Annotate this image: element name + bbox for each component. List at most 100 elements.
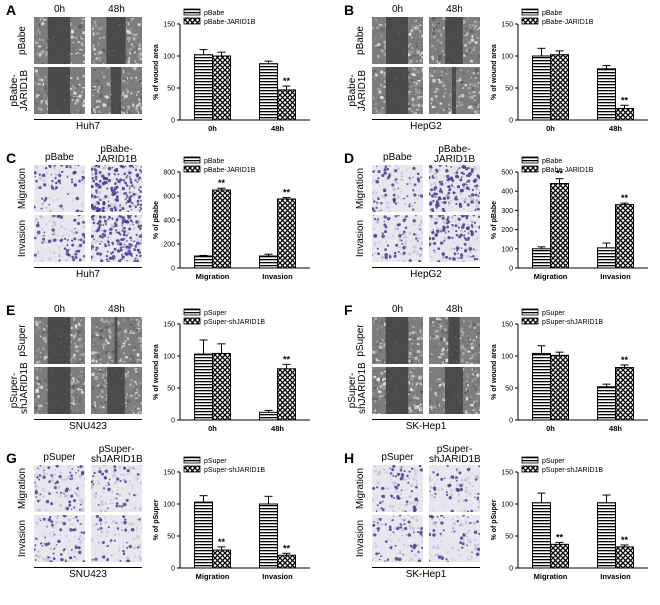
y-tick-label: 0 xyxy=(171,566,175,573)
cell-line-underline xyxy=(34,267,142,268)
bar xyxy=(597,386,616,421)
bar xyxy=(194,255,213,269)
bar xyxy=(212,549,231,569)
cell-line-label: HepG2 xyxy=(410,121,442,132)
y-tick-label: 600 xyxy=(163,194,175,201)
cell-line-label: SNU423 xyxy=(69,569,107,580)
wound-healing-image xyxy=(372,367,423,414)
bar xyxy=(550,183,569,269)
legend-label: pBabe-JARID1B xyxy=(542,19,594,26)
wound-healing-image xyxy=(372,317,423,364)
x-tick-label: 48h xyxy=(609,124,622,133)
wound-healing-image xyxy=(429,17,480,64)
wound-healing-image xyxy=(372,67,423,114)
bar xyxy=(277,198,296,269)
x-tick-label: 48h xyxy=(271,424,284,433)
transwell-image xyxy=(429,515,480,562)
y-tick-label: 0 xyxy=(171,118,175,125)
transwell-image xyxy=(372,515,423,562)
cell-line-underline xyxy=(34,419,142,420)
legend-label: pSuper xyxy=(542,310,565,317)
y-tick-label: 100 xyxy=(501,246,513,253)
column-header: 48h xyxy=(108,304,125,315)
transwell-image xyxy=(372,165,423,212)
legend-swatch xyxy=(521,17,539,25)
legend-swatch xyxy=(183,308,201,316)
bar xyxy=(597,502,616,569)
transwell-image xyxy=(372,465,423,512)
cell-line-underline xyxy=(372,419,480,420)
wound-healing-image xyxy=(372,17,423,64)
y-axis-label: % of wound area xyxy=(491,344,498,400)
column-header: pBabe xyxy=(383,152,412,163)
legend-label: pBabe xyxy=(204,10,224,17)
x-tick-label: Migration xyxy=(196,572,230,581)
legend-label: pSuper-shJARID1B xyxy=(204,467,265,474)
significance-marker: ** xyxy=(218,537,226,547)
significance-marker: ** xyxy=(621,535,629,545)
y-axis-label: % of wound area xyxy=(153,344,160,400)
significance-marker: ** xyxy=(283,76,291,86)
bar-chart: 0 50 100 150 % of wound area 0h 48h ** pSuper pSu… xyxy=(491,308,648,433)
bar-chart: 0 50 100 150 % of wound area 0h 48h ** pSuper pSu… xyxy=(153,308,310,433)
y-tick-label: 0 xyxy=(509,566,513,573)
row-header: pBabe xyxy=(355,26,366,55)
legend-swatch xyxy=(183,17,201,25)
bar-chart: 0 50 100 150 % of wound area 0h 48h ** pBabe pBab… xyxy=(491,8,648,133)
column-header: 48h xyxy=(108,4,125,15)
significance-marker: ** xyxy=(621,95,629,105)
cell-line-underline xyxy=(372,119,480,120)
panel-b: B 0h 48h pBabe pBabe- JARID1B HepG2 0 50 100 150%… xyxy=(338,0,660,148)
significance-marker: ** xyxy=(556,169,564,179)
bar-chart: 0 200 400 600 800 % of pBabe Migration Invasion… xyxy=(153,156,310,281)
column-header: pSuper- shJARID1B xyxy=(91,444,143,465)
transwell-image xyxy=(91,165,142,212)
y-tick-label: 200 xyxy=(501,227,513,234)
y-tick-label: 0 xyxy=(171,418,175,425)
legend-swatch xyxy=(521,456,539,464)
bar-chart: 0 50 100 150 % of pSuper Migration Invasion ** *… xyxy=(491,456,648,581)
panel-letter: F xyxy=(344,302,353,318)
column-header: pBabe- JARID1B xyxy=(95,144,138,165)
row-header: Migration xyxy=(17,467,28,510)
bar xyxy=(550,354,569,421)
transwell-image xyxy=(34,465,85,512)
column-header: pBabe- JARID1B xyxy=(433,144,476,165)
cell-line-underline xyxy=(34,119,142,120)
cell-line-label: HepG2 xyxy=(410,269,442,280)
wound-healing-image xyxy=(429,67,480,114)
y-axis-label: % of pBabe xyxy=(491,201,498,239)
wound-healing-image xyxy=(34,17,85,64)
row-header: pBabe- JARID1B xyxy=(347,69,368,112)
wound-healing-image xyxy=(91,367,142,414)
y-tick-label: 150 xyxy=(501,22,513,29)
bar xyxy=(277,554,296,569)
y-axis-label: % of wound area xyxy=(491,44,498,100)
legend-label: pSuper xyxy=(542,458,565,465)
significance-marker: ** xyxy=(218,178,226,188)
significance-marker: ** xyxy=(621,355,629,365)
wound-healing-image xyxy=(91,317,142,364)
significance-marker: ** xyxy=(556,532,564,542)
y-tick-label: 50 xyxy=(505,534,513,541)
cell-line-underline xyxy=(372,267,480,268)
legend-swatch xyxy=(183,317,201,325)
y-tick-label: 100 xyxy=(501,502,513,509)
cell-line-label: Huh7 xyxy=(76,269,100,280)
legend-swatch xyxy=(521,465,539,473)
x-tick-label: 0h xyxy=(546,424,555,433)
bar-chart: 0 100 200 300 400 500 % of pBabe Migration Invas… xyxy=(491,156,648,281)
bar xyxy=(597,247,616,269)
y-tick-label: 100 xyxy=(501,354,513,361)
legend-label: pSuper xyxy=(204,458,227,465)
bar xyxy=(212,189,231,269)
bar xyxy=(532,502,551,569)
row-header: Migration xyxy=(355,467,366,510)
bar xyxy=(532,352,551,421)
y-tick-label: 800 xyxy=(163,170,175,177)
legend-label: pSuper-shJARID1B xyxy=(204,319,265,326)
bar xyxy=(212,352,231,421)
wound-healing-image xyxy=(429,317,480,364)
transwell-image xyxy=(429,215,480,262)
